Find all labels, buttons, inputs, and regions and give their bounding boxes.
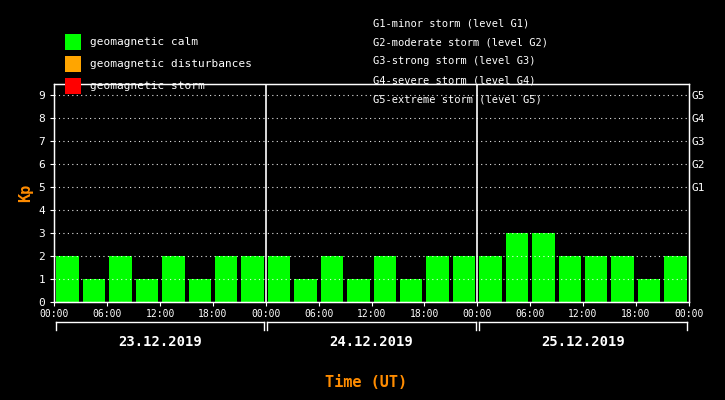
Text: G4-severe storm (level G4): G4-severe storm (level G4) xyxy=(373,76,536,86)
Text: G2-moderate storm (level G2): G2-moderate storm (level G2) xyxy=(373,37,548,47)
Bar xyxy=(241,256,264,302)
Text: G1-minor storm (level G1): G1-minor storm (level G1) xyxy=(373,18,530,28)
Bar xyxy=(506,233,529,302)
Bar xyxy=(638,279,660,302)
Text: Time (UT): Time (UT) xyxy=(325,375,407,390)
Bar xyxy=(585,256,608,302)
Text: G3-strong storm (level G3): G3-strong storm (level G3) xyxy=(373,56,536,66)
Text: geomagnetic calm: geomagnetic calm xyxy=(90,37,198,47)
Text: geomagnetic disturbances: geomagnetic disturbances xyxy=(90,59,252,69)
Y-axis label: Kp: Kp xyxy=(18,184,33,202)
Bar xyxy=(109,256,132,302)
Text: G5-extreme storm (level G5): G5-extreme storm (level G5) xyxy=(373,95,542,105)
Bar xyxy=(188,279,211,302)
Text: geomagnetic storm: geomagnetic storm xyxy=(90,81,204,91)
Bar xyxy=(479,256,502,302)
Bar xyxy=(426,256,449,302)
Text: 25.12.2019: 25.12.2019 xyxy=(541,335,625,349)
Bar xyxy=(215,256,237,302)
Bar xyxy=(611,256,634,302)
Bar xyxy=(664,256,687,302)
Bar xyxy=(558,256,581,302)
Bar xyxy=(162,256,185,302)
Bar xyxy=(532,233,555,302)
Bar xyxy=(320,256,343,302)
Bar xyxy=(83,279,105,302)
Bar xyxy=(57,256,79,302)
Text: 23.12.2019: 23.12.2019 xyxy=(118,335,202,349)
Bar xyxy=(268,256,290,302)
Bar xyxy=(347,279,370,302)
Bar xyxy=(294,279,317,302)
Text: 24.12.2019: 24.12.2019 xyxy=(330,335,413,349)
Bar xyxy=(136,279,158,302)
Bar xyxy=(373,256,396,302)
Bar xyxy=(400,279,423,302)
Bar xyxy=(453,256,476,302)
